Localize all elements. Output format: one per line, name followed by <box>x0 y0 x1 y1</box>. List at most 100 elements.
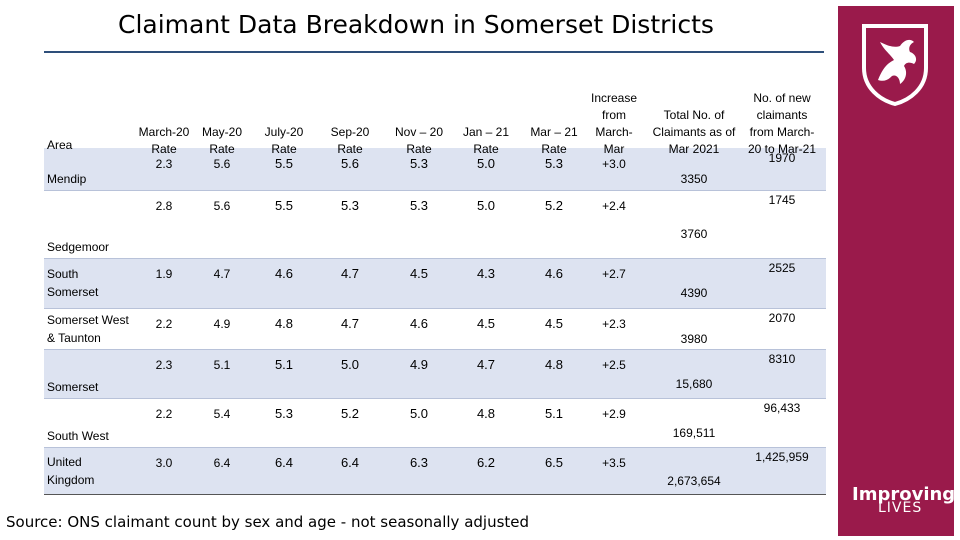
row-stripe <box>44 148 826 190</box>
table-cell: 5.2 <box>544 198 564 213</box>
column-header: Nov – 20 Rate <box>394 125 444 156</box>
dragon-crest-icon <box>862 24 928 106</box>
table-cell: 6.4 <box>213 456 231 470</box>
page-title: Claimant Data Breakdown in Somerset Dist… <box>118 10 714 39</box>
table-cell: 5.3 <box>340 198 360 213</box>
table-cell: 5.3 <box>274 406 294 421</box>
table-cell: 1745 <box>768 193 796 207</box>
table-cell: +2.9 <box>602 407 626 421</box>
table-cell: 2.3 <box>155 358 173 372</box>
table-cell: 15,680 <box>675 376 713 391</box>
column-header: Mar – 21 Rate <box>530 125 578 156</box>
table-cell: +2.3 <box>602 317 626 331</box>
table-cell: 5.6 <box>340 156 360 171</box>
row-area-label: South West <box>47 429 109 443</box>
row-divider <box>44 258 826 259</box>
table-cell: 1,425,959 <box>755 450 809 464</box>
table-cell: 4.6 <box>274 266 294 281</box>
column-header: May-20 Rate <box>201 125 242 156</box>
table-cell: 4.3 <box>476 266 496 281</box>
table-cell: 4.7 <box>213 267 231 281</box>
table-cell: 2.8 <box>155 199 173 213</box>
brand-improving: Improving <box>852 484 956 505</box>
table-cell: 1970 <box>768 151 796 165</box>
table-cell: 4.8 <box>476 406 496 421</box>
column-header: March-20 Rate <box>138 125 190 156</box>
table-cell: 2070 <box>768 311 796 325</box>
row-divider <box>44 190 826 191</box>
table-cell: 8310 <box>768 352 796 366</box>
table-cell: 3.0 <box>155 456 173 470</box>
table-cell: 4.8 <box>544 357 564 372</box>
table-cell: 4.8 <box>274 316 294 331</box>
table-cell: 5.0 <box>409 406 429 421</box>
table-cell: 3980 <box>680 331 708 346</box>
table-cell: 5.1 <box>544 406 564 421</box>
table-cell: 4.7 <box>340 266 360 281</box>
side-panel <box>838 6 954 536</box>
column-header: Sep-20 Rate <box>330 125 370 156</box>
table-cell: 169,511 <box>672 425 716 440</box>
table-cell: 2.3 <box>155 157 173 171</box>
table-cell: 5.0 <box>340 357 360 372</box>
row-area-label: South Somerset <box>47 267 99 299</box>
table-cell: 6.3 <box>409 455 429 470</box>
table-cell: 2525 <box>768 261 796 275</box>
row-area-label: Sedgemoor <box>47 240 110 254</box>
source-note: Source: ONS claimant count by sex and ag… <box>6 513 530 531</box>
title-rule <box>44 51 824 53</box>
row-divider <box>44 398 826 399</box>
table-cell: +3.5 <box>602 456 626 470</box>
column-header: Total No. of Claimants as of Mar 2021 <box>652 108 736 156</box>
table-cell: 6.4 <box>340 455 360 470</box>
row-area-label: Somerset West & Taunton <box>47 312 129 345</box>
table-cell: 6.4 <box>274 455 294 470</box>
table-cell: 5.2 <box>340 406 360 421</box>
row-stripe <box>44 258 826 308</box>
table-cell: 96,433 <box>763 401 801 415</box>
table-cell: 5.3 <box>409 198 429 213</box>
row-stripe <box>44 349 826 398</box>
row-divider <box>44 447 826 448</box>
table-cell: 4390 <box>680 286 708 300</box>
column-header: July-20 Rate <box>264 125 304 156</box>
table-cell: 5.3 <box>409 156 429 171</box>
table-cell: 6.5 <box>544 455 564 470</box>
table-cell: 4.6 <box>409 316 429 331</box>
table-cell: +3.0 <box>602 157 626 171</box>
table-cell: 4.6 <box>544 266 564 281</box>
table-cell: 4.5 <box>409 266 429 281</box>
row-divider <box>44 349 826 350</box>
row-area-label: Mendip <box>47 172 87 186</box>
table-cell: 2,673,654 <box>667 474 721 488</box>
claimant-table: Area March-20 Rate May-20 Rate July-20 Rate… <box>44 78 826 495</box>
table-cell: +2.5 <box>602 358 626 372</box>
header-area: Area <box>47 138 73 152</box>
table-cell: 5.3 <box>544 156 564 171</box>
table-cell: 4.7 <box>340 316 360 331</box>
table-cell: 3760 <box>680 227 708 241</box>
table-cell: 3350 <box>680 172 708 186</box>
table-cell: 4.9 <box>213 317 231 331</box>
table-cell: 5.5 <box>274 156 294 171</box>
table-cell: 5.6 <box>213 157 231 171</box>
table-cell: 2.2 <box>155 317 173 331</box>
table-cell: 5.0 <box>476 156 496 171</box>
table-cell: +2.4 <box>602 199 626 213</box>
table-cell: 4.7 <box>476 357 496 372</box>
table-cell: 2.2 <box>155 407 173 421</box>
table-cell: 6.2 <box>476 455 496 470</box>
table-cell: 4.5 <box>544 316 564 331</box>
row-area-label: United Kingdom <box>47 455 95 487</box>
column-header: Increase from March- Mar <box>590 91 638 156</box>
table-cell: 5.5 <box>274 198 294 213</box>
table-cell: 5.4 <box>213 407 231 421</box>
brand-lives: LIVES <box>878 500 923 516</box>
table-cell: 5.0 <box>476 198 496 213</box>
row-area-label: Somerset <box>47 380 99 394</box>
table-cell: 5.1 <box>213 358 231 372</box>
column-header: No. of new claimants from March- 20 to M… <box>747 91 817 156</box>
row-stripe <box>44 447 826 495</box>
column-header: Jan – 21 Rate <box>462 125 510 156</box>
table-cell: 1.9 <box>155 267 173 281</box>
